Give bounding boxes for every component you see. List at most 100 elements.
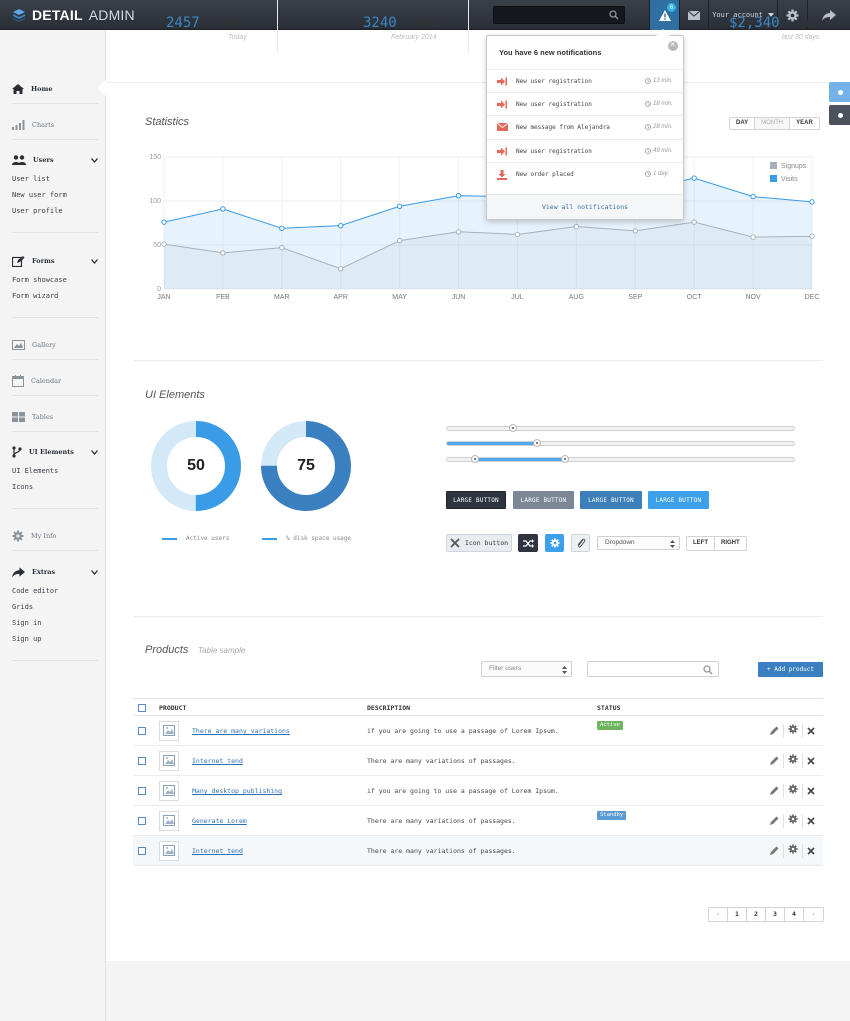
row-checkbox[interactable]	[138, 817, 146, 825]
edit-icon[interactable]	[770, 726, 779, 735]
large-button-light-blue[interactable]: LARGE BUTTON	[648, 491, 709, 509]
data-point[interactable]	[691, 175, 697, 181]
product-name-link[interactable]: Internet tend	[192, 757, 243, 765]
row-checkbox[interactable]	[138, 727, 146, 735]
delete-icon[interactable]	[807, 847, 815, 855]
slider-range[interactable]	[446, 455, 795, 463]
sidebar-subitem-user-list[interactable]: User list	[12, 175, 50, 183]
close-icon[interactable]	[668, 39, 678, 51]
slider-handle[interactable]	[533, 439, 542, 447]
delete-icon[interactable]	[807, 787, 815, 795]
delete-icon[interactable]	[807, 727, 815, 735]
gear-icon[interactable]	[788, 784, 798, 794]
sidebar-subitem-user-profile[interactable]: User profile	[12, 207, 63, 215]
data-point[interactable]	[750, 234, 756, 240]
gear-icon[interactable]	[788, 814, 798, 824]
large-button-blue[interactable]: LARGE BUTTON	[580, 491, 642, 509]
notification-item[interactable]: New user registration 18 min.	[487, 92, 683, 115]
view-all-notifications-link[interactable]: View all notifications	[487, 194, 683, 219]
page-4[interactable]: 4	[785, 908, 804, 921]
large-button-dark[interactable]: LARGE BUTTON	[446, 491, 506, 509]
gear-icon[interactable]	[788, 724, 798, 734]
data-point[interactable]	[809, 199, 815, 205]
side-panel-tab-dark[interactable]	[829, 105, 850, 125]
dropdown-select[interactable]: Dropdown	[597, 536, 680, 550]
left-button[interactable]: LEFT	[687, 537, 715, 550]
sidebar-item-tables[interactable]: Tables	[12, 406, 98, 432]
brand-logo[interactable]: DETAIL ADMIN	[12, 7, 135, 23]
edit-icon[interactable]	[770, 846, 779, 855]
sidebar-subitem-form-showcase[interactable]: Form showcase	[12, 276, 67, 284]
data-point[interactable]	[396, 237, 403, 244]
sidebar-subitem-sign-up[interactable]: Sign up	[12, 635, 42, 643]
edit-icon[interactable]	[770, 816, 779, 825]
sidebar-subitem-sign-in[interactable]: Sign in	[12, 619, 42, 627]
settings-small-button[interactable]	[545, 534, 564, 552]
data-point[interactable]	[514, 231, 521, 238]
account-menu[interactable]: Your account	[708, 0, 777, 30]
sidebar-subitem-code-editor[interactable]: Code editor	[12, 587, 59, 595]
sidebar-subitem-form-wizard[interactable]: Form wizard	[12, 292, 59, 300]
page-2[interactable]: 2	[747, 908, 766, 921]
slider-single-2[interactable]	[446, 439, 795, 447]
product-name-link[interactable]: Internet tend	[192, 847, 243, 855]
page-3[interactable]: 3	[766, 908, 785, 921]
row-checkbox[interactable]	[138, 847, 146, 855]
data-point[interactable]	[809, 233, 815, 239]
messages-button[interactable]	[679, 0, 708, 30]
sidebar-subitem-icons[interactable]: Icons	[12, 483, 34, 491]
side-panel-tab-settings[interactable]	[829, 82, 850, 102]
data-point[interactable]	[455, 229, 462, 235]
data-point[interactable]	[573, 223, 580, 230]
slider-single-1[interactable]	[446, 424, 795, 432]
delete-icon[interactable]	[807, 757, 815, 765]
gear-icon[interactable]	[788, 844, 798, 854]
data-point[interactable]	[338, 266, 344, 272]
sidebar-item-my-info[interactable]: My Info	[12, 525, 98, 551]
sidebar-item-extras[interactable]: Extras	[12, 561, 98, 583]
data-point[interactable]	[279, 225, 285, 231]
row-checkbox[interactable]	[138, 787, 146, 795]
data-point[interactable]	[279, 244, 285, 251]
page-prev[interactable]: ‹	[709, 908, 728, 921]
range-month-button[interactable]: MONTH	[755, 118, 791, 129]
sidebar-item-home[interactable]: Home	[12, 78, 98, 104]
select-all-checkbox[interactable]	[138, 704, 146, 712]
data-point[interactable]	[161, 219, 167, 225]
slider-handle[interactable]	[508, 424, 517, 432]
slider-handle-max[interactable]	[560, 455, 569, 463]
data-point[interactable]	[220, 250, 226, 256]
notification-item[interactable]: New user registration 13 min.	[487, 69, 683, 92]
product-search-input[interactable]	[587, 661, 719, 677]
sidebar-subitem-ui-elements[interactable]: UI Elements	[12, 467, 59, 475]
product-name-link[interactable]: There are many variations	[192, 727, 290, 735]
delete-icon[interactable]	[807, 817, 815, 825]
data-point[interactable]	[455, 193, 462, 199]
sidebar-item-calendar[interactable]: Calendar	[12, 370, 98, 396]
sidebar-item-users[interactable]: Users	[12, 149, 98, 171]
notification-item[interactable]: New message from Alejandra 28 min.	[487, 115, 683, 138]
slider-handle-min[interactable]	[470, 455, 479, 463]
edit-icon[interactable]	[770, 756, 779, 765]
product-name-link[interactable]: Many desktop publishing	[192, 787, 283, 795]
sidebar-item-ui-elements[interactable]: UI Elements	[12, 441, 98, 463]
top-search-input[interactable]	[493, 6, 625, 24]
data-point[interactable]	[691, 219, 697, 225]
large-button-gray[interactable]: LARGE BUTTON	[513, 491, 574, 509]
page-1[interactable]: 1	[728, 908, 747, 921]
right-button[interactable]: RIGHT	[721, 540, 740, 546]
edit-icon[interactable]	[770, 786, 779, 795]
icon-button[interactable]: Icon button	[446, 534, 512, 552]
page-next[interactable]: ›	[811, 910, 816, 918]
attach-button[interactable]	[571, 534, 590, 552]
data-point[interactable]	[750, 193, 756, 200]
logout-button[interactable]	[807, 0, 850, 30]
range-day-button[interactable]: DAY	[730, 118, 756, 129]
notifications-button[interactable]: 6	[649, 0, 679, 30]
gear-icon[interactable]	[788, 754, 798, 764]
data-point[interactable]	[220, 206, 226, 212]
sidebar-subitem-grids[interactable]: Grids	[12, 603, 34, 611]
notification-item[interactable]: New user registration 49 min.	[487, 138, 683, 162]
product-name-link[interactable]: Generate Lorem	[192, 817, 247, 825]
sidebar-item-charts[interactable]: Charts	[12, 114, 98, 140]
